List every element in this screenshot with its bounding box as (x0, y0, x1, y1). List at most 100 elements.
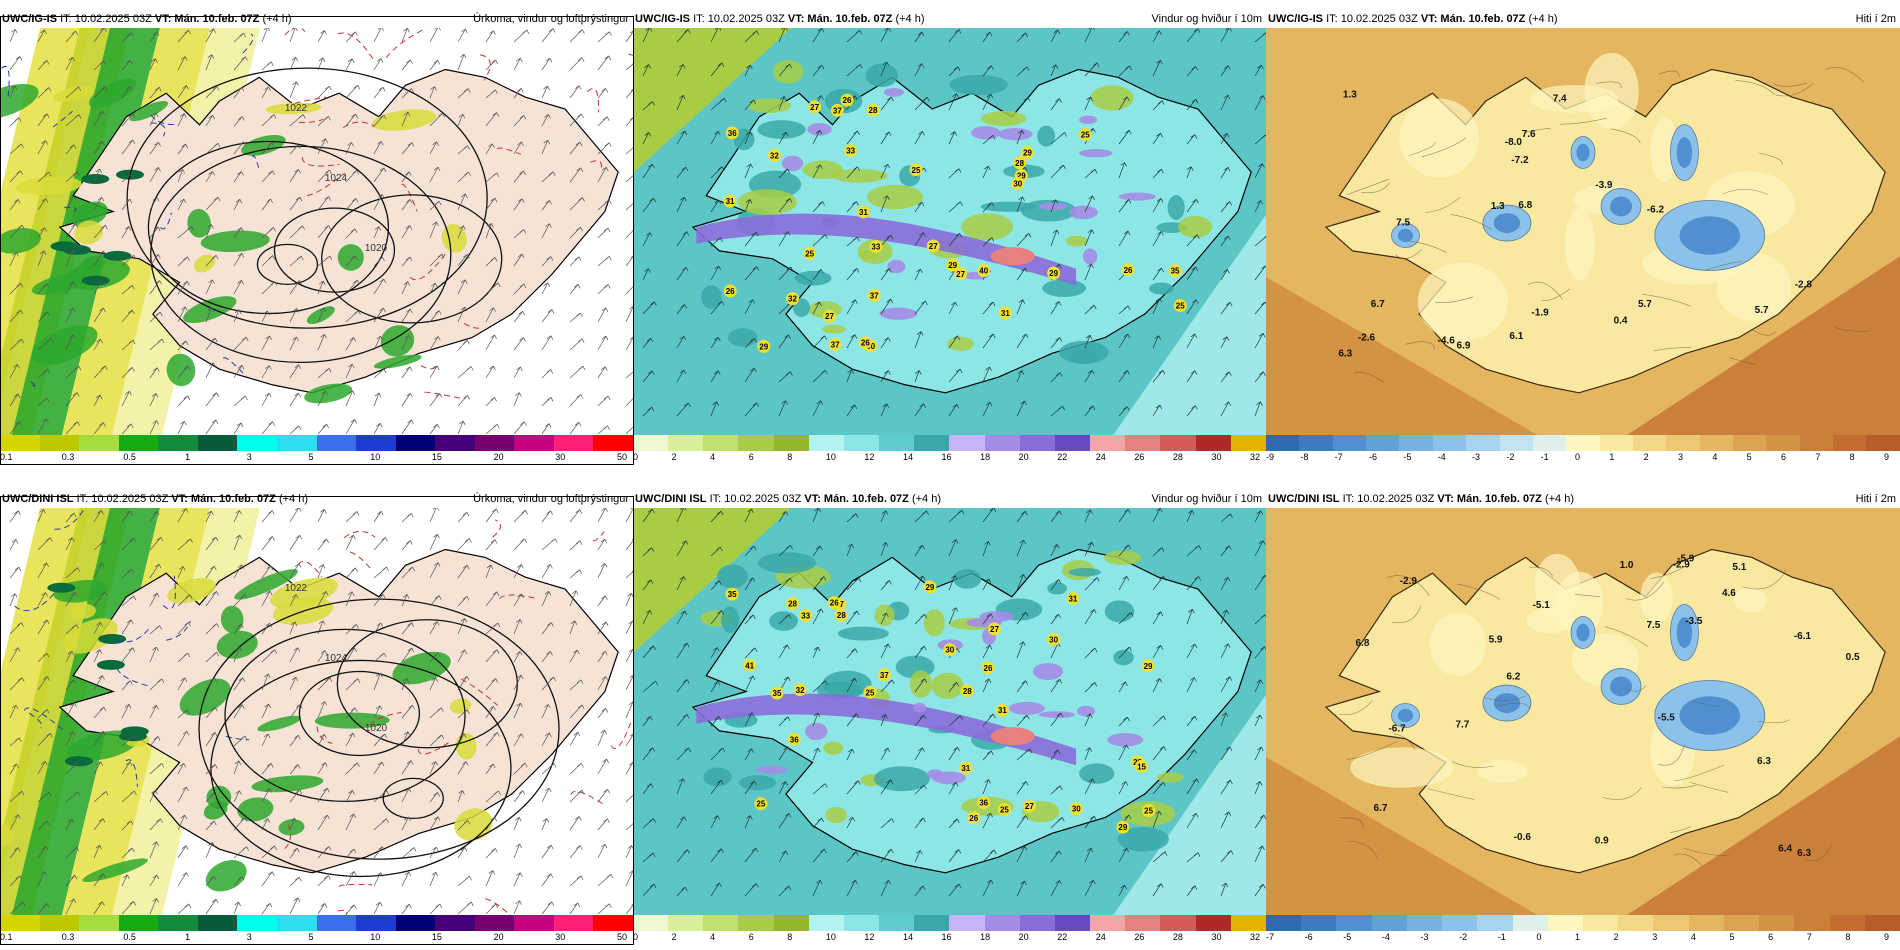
legend-swatch (1618, 915, 1654, 931)
gust-label: 36 (977, 796, 991, 810)
legend-swatch (1266, 915, 1302, 931)
legend-tick-label: 0 (633, 932, 639, 942)
valid-label: VT: (1437, 493, 1454, 505)
legend-tick-label: 15 (431, 932, 442, 942)
svg-text:30: 30 (1072, 805, 1081, 814)
legend-color-bar (1266, 915, 1900, 931)
legend-swatch (197, 435, 238, 451)
legend-tick-label: 8 (1845, 932, 1851, 942)
legend-swatch (1442, 915, 1478, 931)
svg-text:35: 35 (1171, 267, 1180, 276)
gust-label: 26 (858, 336, 872, 350)
temperature-label: 6.8 (1356, 638, 1370, 649)
svg-text:29: 29 (1017, 172, 1026, 181)
temperature-label: 6.1 (1509, 331, 1523, 342)
legend-tick-label: 10 (370, 452, 381, 462)
legend-tick-label: 6 (1768, 932, 1774, 942)
svg-text:27: 27 (825, 312, 834, 321)
legend-tick-label: 3 (1652, 932, 1658, 942)
model-name: UWC/IG-IS (635, 13, 690, 25)
panel-wind-top: UWC/IG-IS IT: 10.02.2025 03Z VT: Mán. 10… (633, 10, 1266, 465)
gust-label: 37 (830, 103, 844, 117)
svg-text:32: 32 (796, 686, 805, 695)
legend-swatch (1766, 435, 1800, 451)
precip-map[interactable]: 1022 1024 1020 (0, 28, 633, 443)
legend-swatch (435, 435, 475, 451)
gust-label: 31 (998, 306, 1012, 320)
legend-swatch (1733, 435, 1767, 451)
legend-tick-label: -2 (1459, 932, 1468, 942)
legend-color-bar (0, 915, 633, 931)
gust-label: 29 (1116, 820, 1130, 834)
temp-map[interactable]: 5.1 6.7 6.3 5.9 7.7 7.5 6.8 -5.1 4.6 6.2 6.4 -5.9 0.… (1266, 508, 1900, 923)
temperature-label: 5.1 (1732, 562, 1746, 573)
legend-tick-label: 50 (617, 932, 628, 942)
legend-tick-label: 2 (1643, 452, 1649, 462)
svg-text:25: 25 (1176, 302, 1185, 311)
svg-text:36: 36 (728, 129, 737, 138)
gust-label: 25 (803, 246, 817, 260)
svg-text:28: 28 (788, 599, 797, 608)
legend-swatch (949, 915, 985, 931)
temperature-label: 7.5 (1646, 620, 1660, 631)
wind-map[interactable]: 25 25 31 31 28 36 29 37 27 29 26 28 29 33 27 32 26 15 35 25… (633, 508, 1266, 923)
temperature-label: 4.6 (1722, 588, 1736, 599)
svg-text:29: 29 (1144, 662, 1153, 671)
wind-map[interactable]: 2930273132373625292628313325352631263337… (633, 28, 1266, 443)
lead-time: (+4 h) (262, 13, 292, 25)
legend-tick-label: 5 (308, 932, 314, 942)
legend-swatch (1866, 435, 1900, 451)
wind-legend: 0 2 4 6 8 10 12 14 16 18 20 22 24 26 28 30 32 (633, 435, 1266, 465)
gust-label: 29 (1141, 659, 1155, 673)
temp-map[interactable]: 6.1 5.7 6.3 6.8 7.5 0.4 5.7 7.4 -3.9 7.6 -2.6 6.9 1.… (1266, 28, 1900, 443)
gust-label: 31 (1066, 592, 1080, 606)
svg-text:25: 25 (1000, 805, 1009, 814)
legend-tick-label: -5 (1343, 932, 1352, 942)
temperature-label: 7.4 (1553, 94, 1567, 105)
temperature-label: 7.7 (1455, 720, 1469, 731)
legend-tick-label: 2 (1613, 932, 1619, 942)
legend-tick-label: 2 (671, 452, 677, 462)
panel-title: Hiti í 2m (1855, 493, 1896, 505)
gust-label: 25 (754, 797, 768, 811)
legend-swatch (773, 915, 809, 931)
legend-swatch (1230, 915, 1266, 931)
gust-label: 25 (909, 163, 923, 177)
valid-time: Mán. 10.feb. 07Z (823, 493, 909, 505)
init-time: IT: 10.02.2025 03Z (693, 13, 785, 25)
lead-time: (+4 h) (911, 493, 942, 505)
gust-label: 27 (808, 100, 822, 114)
legend-tick-label: 10 (825, 932, 836, 942)
legend-swatch (158, 915, 198, 931)
legend-swatch (1466, 435, 1500, 451)
temperature-label: 6.8 (1518, 200, 1532, 211)
init-time: IT: 10.02.2025 03Z (709, 493, 802, 505)
gust-label: 32 (767, 148, 781, 162)
legend-swatch (1299, 435, 1333, 451)
isobar-label: 1022 (285, 583, 308, 594)
svg-text:26: 26 (969, 814, 978, 823)
svg-text:25: 25 (805, 249, 814, 258)
temperature-label: -8.0 (1505, 137, 1523, 148)
gust-label: 27 (954, 267, 968, 281)
legend-swatch (1160, 915, 1196, 931)
gust-label: 25 (863, 685, 877, 699)
temperature-label: 0.9 (1595, 835, 1609, 846)
panel-title: Úrkoma, vindur og loftþrýstingur (473, 13, 629, 25)
svg-text:30: 30 (945, 646, 954, 655)
legend-swatch (1125, 435, 1161, 451)
legend-tick-label: -9 (1266, 452, 1275, 462)
legend-tick-label: 3 (246, 932, 252, 942)
legend-swatch (1632, 435, 1667, 451)
legend-swatch (1195, 915, 1231, 931)
precip-map[interactable]: 1022 1024 1020 (0, 508, 633, 923)
temperature-label: -7.2 (1511, 155, 1529, 166)
svg-text:40: 40 (979, 267, 988, 276)
gust-label: 29 (1047, 266, 1061, 280)
legend-tick-label: -6 (1304, 932, 1313, 942)
panel-header: UWC/DINI ISL IT: 10.02.2025 03Z VT: Mán.… (0, 490, 633, 508)
gust-label: 27 (987, 622, 1001, 636)
legend-tick-label: 24 (1095, 452, 1106, 462)
isobar-label: 1020 (365, 723, 388, 734)
legend-swatch (984, 435, 1020, 451)
